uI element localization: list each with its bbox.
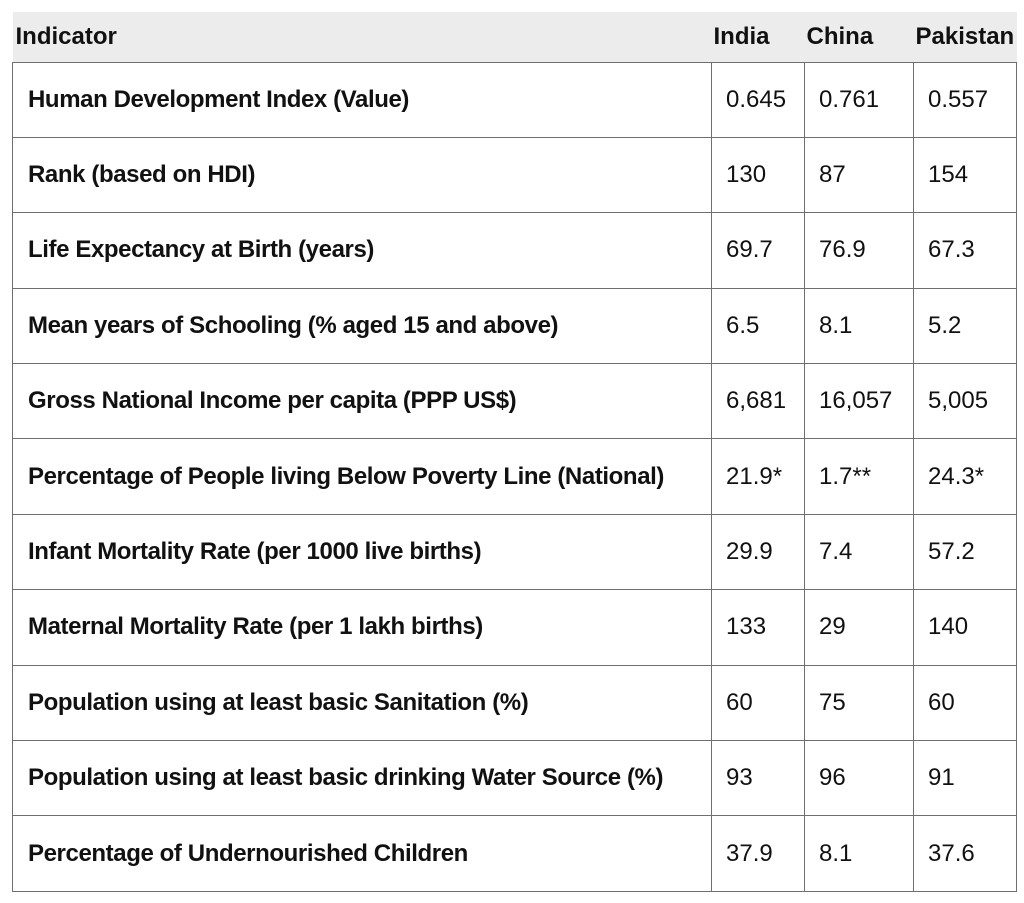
- china-value-cell: 29: [804, 589, 914, 666]
- indicator-cell: Population using at least basic Sanitati…: [12, 664, 712, 742]
- india-value-cell: 93: [711, 740, 805, 817]
- table-row: Maternal Mortality Rate (per 1 lakh birt…: [12, 589, 1017, 666]
- comparison-table-container: Indicator India China Pakistan Human Dev…: [12, 12, 1017, 892]
- pakistan-value-cell: 140: [913, 589, 1017, 666]
- china-value-cell: 8.1: [804, 815, 914, 892]
- china-value-cell: 96: [804, 740, 914, 817]
- indicator-cell: Rank (based on HDI): [12, 136, 712, 214]
- india-value-cell: 37.9: [711, 815, 805, 892]
- pakistan-value-cell: 5.2: [913, 287, 1017, 365]
- china-value-cell: 16,057: [804, 363, 914, 440]
- india-value-cell: 60: [711, 664, 805, 742]
- china-value-cell: 1.7**: [804, 438, 914, 515]
- india-value-cell: 6.5: [711, 287, 805, 365]
- pakistan-value-cell: 154: [913, 136, 1017, 214]
- india-value-cell: 130: [711, 136, 805, 214]
- header-china: China: [806, 22, 874, 50]
- table-row: Life Expectancy at Birth (years) 69.7 76…: [12, 212, 1017, 289]
- india-value-cell: 21.9*: [711, 438, 805, 515]
- pakistan-value-cell: 24.3*: [913, 438, 1017, 515]
- india-value-cell: 69.7: [711, 212, 805, 289]
- indicator-cell: Mean years of Schooling (% aged 15 and a…: [12, 287, 712, 365]
- development-indicators-table: Indicator India China Pakistan Human Dev…: [12, 12, 1017, 892]
- indicator-cell: Gross National Income per capita (PPP US…: [12, 363, 712, 440]
- pakistan-value-cell: 5,005: [913, 363, 1017, 440]
- pakistan-value-cell: 0.557: [913, 61, 1017, 138]
- header-indicator: Indicator: [15, 22, 117, 50]
- indicator-cell: Life Expectancy at Birth (years): [12, 212, 712, 289]
- table-row: Mean years of Schooling (% aged 15 and a…: [12, 287, 1017, 365]
- india-value-cell: 6,681: [711, 363, 805, 440]
- india-value-cell: 29.9: [711, 513, 805, 591]
- table-row: Human Development Index (Value) 0.645 0.…: [12, 61, 1017, 138]
- table-row: Rank (based on HDI) 130 87 154: [12, 136, 1017, 214]
- china-value-cell: 76.9: [804, 212, 914, 289]
- indicator-cell: Population using at least basic drinking…: [12, 740, 712, 817]
- table-body: Human Development Index (Value) 0.645 0.…: [12, 61, 1017, 892]
- table-row: Infant Mortality Rate (per 1000 live bir…: [12, 513, 1017, 591]
- pakistan-value-cell: 67.3: [913, 212, 1017, 289]
- table-row: Gross National Income per capita (PPP US…: [12, 363, 1017, 440]
- header-row: Indicator India China Pakistan: [12, 12, 1017, 62]
- china-value-cell: 0.761: [804, 61, 914, 138]
- table-row: Percentage of People living Below Povert…: [12, 438, 1017, 515]
- pakistan-value-cell: 37.6: [913, 815, 1017, 892]
- china-value-cell: 8.1: [804, 287, 914, 365]
- india-value-cell: 133: [711, 589, 805, 666]
- pakistan-value-cell: 91: [913, 740, 1017, 817]
- indicator-cell: Maternal Mortality Rate (per 1 lakh birt…: [12, 589, 712, 666]
- china-value-cell: 75: [804, 664, 914, 742]
- header-india: India: [713, 22, 770, 50]
- pakistan-value-cell: 60: [913, 664, 1017, 742]
- table-row: Population using at least basic Sanitati…: [12, 664, 1017, 742]
- china-value-cell: 87: [804, 136, 914, 214]
- table-header: Indicator India China Pakistan: [12, 12, 1017, 62]
- header-pakistan: Pakistan: [915, 22, 1015, 50]
- china-value-cell: 7.4: [804, 513, 914, 591]
- indicator-cell: Infant Mortality Rate (per 1000 live bir…: [12, 513, 712, 591]
- indicator-cell: Percentage of People living Below Povert…: [12, 438, 712, 515]
- pakistan-value-cell: 57.2: [913, 513, 1017, 591]
- table-row: Percentage of Undernourished Children 37…: [12, 815, 1017, 892]
- indicator-cell: Human Development Index (Value): [12, 61, 712, 138]
- indicator-cell: Percentage of Undernourished Children: [12, 815, 712, 892]
- india-value-cell: 0.645: [711, 61, 805, 138]
- table-row: Population using at least basic drinking…: [12, 740, 1017, 817]
